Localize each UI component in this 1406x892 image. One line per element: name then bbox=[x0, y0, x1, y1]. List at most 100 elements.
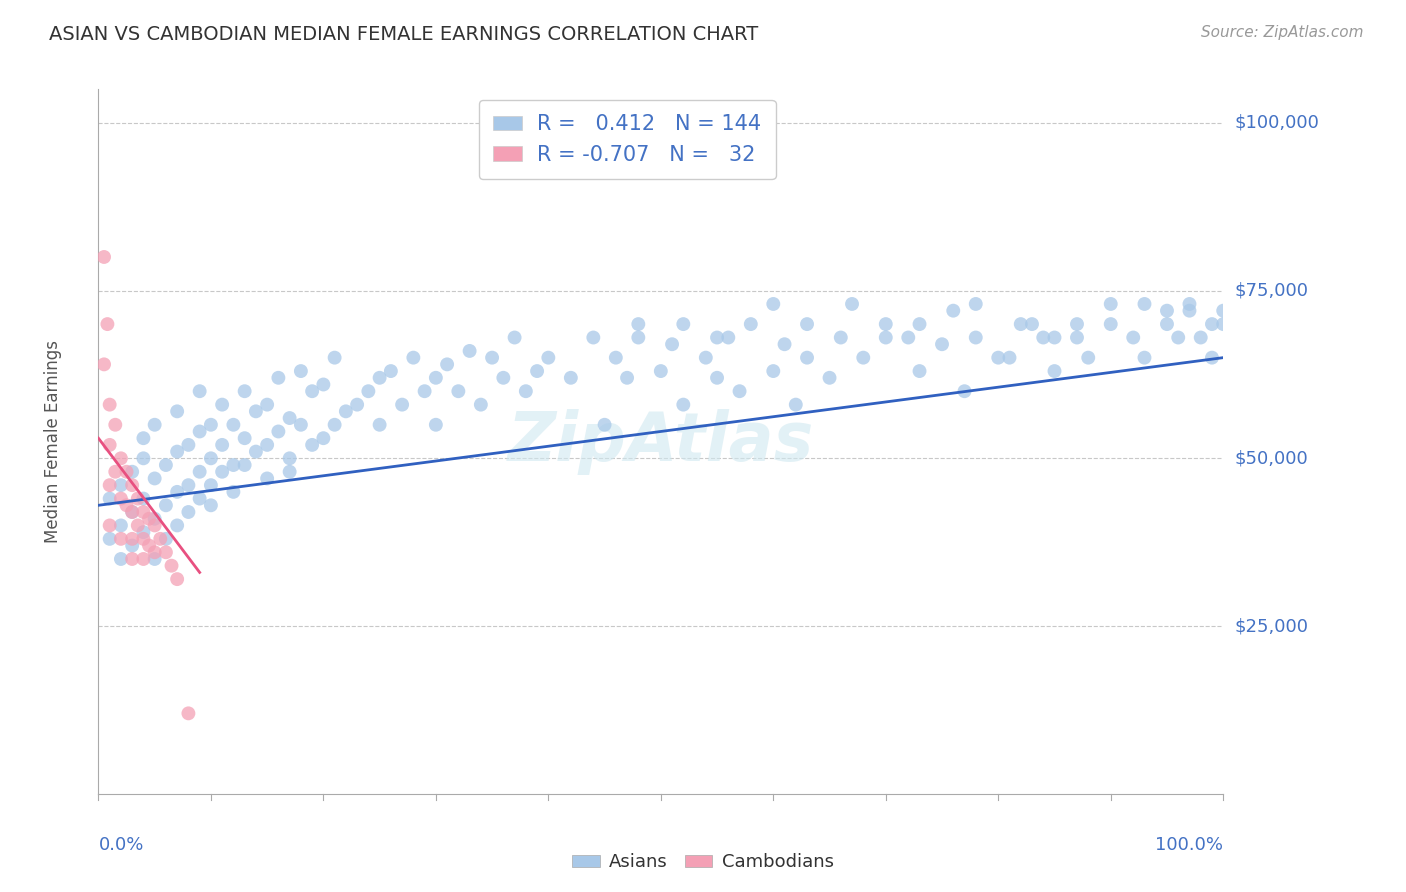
Point bbox=[127, 518, 149, 533]
Text: Source: ZipAtlas.com: Source: ZipAtlas.com bbox=[1201, 25, 1364, 40]
Point bbox=[425, 417, 447, 432]
Point bbox=[762, 364, 785, 378]
Point bbox=[605, 351, 627, 365]
Point bbox=[965, 330, 987, 344]
Point bbox=[481, 351, 503, 365]
Point bbox=[908, 364, 931, 378]
Point bbox=[515, 384, 537, 399]
Point bbox=[785, 398, 807, 412]
Point bbox=[278, 411, 301, 425]
Point bbox=[110, 552, 132, 566]
Point bbox=[650, 364, 672, 378]
Point bbox=[278, 451, 301, 466]
Point bbox=[740, 317, 762, 331]
Point bbox=[953, 384, 976, 399]
Point bbox=[138, 539, 160, 553]
Point bbox=[1122, 330, 1144, 344]
Point bbox=[852, 351, 875, 365]
Point bbox=[166, 404, 188, 418]
Point bbox=[312, 377, 335, 392]
Point bbox=[1021, 317, 1043, 331]
Point bbox=[526, 364, 548, 378]
Point bbox=[773, 337, 796, 351]
Point bbox=[1133, 297, 1156, 311]
Point bbox=[290, 364, 312, 378]
Point bbox=[143, 545, 166, 559]
Point bbox=[1133, 351, 1156, 365]
Point bbox=[537, 351, 560, 365]
Point bbox=[160, 558, 183, 573]
Point bbox=[132, 451, 155, 466]
Point bbox=[188, 425, 211, 439]
Point bbox=[830, 330, 852, 344]
Point bbox=[1178, 303, 1201, 318]
Point bbox=[312, 431, 335, 445]
Point bbox=[98, 518, 121, 533]
Point bbox=[127, 491, 149, 506]
Point bbox=[380, 364, 402, 378]
Point bbox=[132, 431, 155, 445]
Point bbox=[110, 532, 132, 546]
Point bbox=[245, 404, 267, 418]
Point bbox=[211, 465, 233, 479]
Point bbox=[458, 343, 481, 358]
Point bbox=[1077, 351, 1099, 365]
Point bbox=[155, 458, 177, 472]
Point bbox=[503, 330, 526, 344]
Point bbox=[987, 351, 1010, 365]
Point bbox=[98, 491, 121, 506]
Point bbox=[177, 478, 200, 492]
Point bbox=[616, 371, 638, 385]
Point bbox=[875, 330, 897, 344]
Point bbox=[413, 384, 436, 399]
Point bbox=[897, 330, 920, 344]
Point bbox=[267, 425, 290, 439]
Point bbox=[149, 532, 172, 546]
Point bbox=[211, 398, 233, 412]
Text: 0.0%: 0.0% bbox=[98, 836, 143, 855]
Point bbox=[1212, 317, 1234, 331]
Point bbox=[1212, 303, 1234, 318]
Point bbox=[368, 371, 391, 385]
Text: Median Female Earnings: Median Female Earnings bbox=[45, 340, 62, 543]
Point bbox=[301, 438, 323, 452]
Point bbox=[717, 330, 740, 344]
Point bbox=[256, 438, 278, 452]
Point bbox=[998, 351, 1021, 365]
Point bbox=[1156, 303, 1178, 318]
Point bbox=[104, 465, 127, 479]
Point bbox=[200, 478, 222, 492]
Point bbox=[222, 484, 245, 499]
Text: $100,000: $100,000 bbox=[1234, 114, 1319, 132]
Point bbox=[166, 518, 188, 533]
Point bbox=[93, 357, 115, 371]
Point bbox=[110, 451, 132, 466]
Point bbox=[425, 371, 447, 385]
Point bbox=[368, 417, 391, 432]
Point bbox=[121, 539, 143, 553]
Point bbox=[278, 465, 301, 479]
Point bbox=[965, 297, 987, 311]
Point bbox=[323, 351, 346, 365]
Point bbox=[121, 505, 143, 519]
Point bbox=[582, 330, 605, 344]
Point bbox=[96, 317, 118, 331]
Point bbox=[155, 498, 177, 512]
Point bbox=[188, 384, 211, 399]
Point bbox=[166, 572, 188, 586]
Point bbox=[1201, 351, 1223, 365]
Point bbox=[796, 351, 818, 365]
Point bbox=[818, 371, 841, 385]
Point bbox=[233, 458, 256, 472]
Point bbox=[110, 478, 132, 492]
Point bbox=[245, 444, 267, 458]
Point bbox=[560, 371, 582, 385]
Point bbox=[233, 384, 256, 399]
Point bbox=[323, 417, 346, 432]
Point bbox=[1010, 317, 1032, 331]
Point bbox=[143, 512, 166, 526]
Point bbox=[138, 512, 160, 526]
Point bbox=[672, 317, 695, 331]
Point bbox=[672, 398, 695, 412]
Point bbox=[143, 417, 166, 432]
